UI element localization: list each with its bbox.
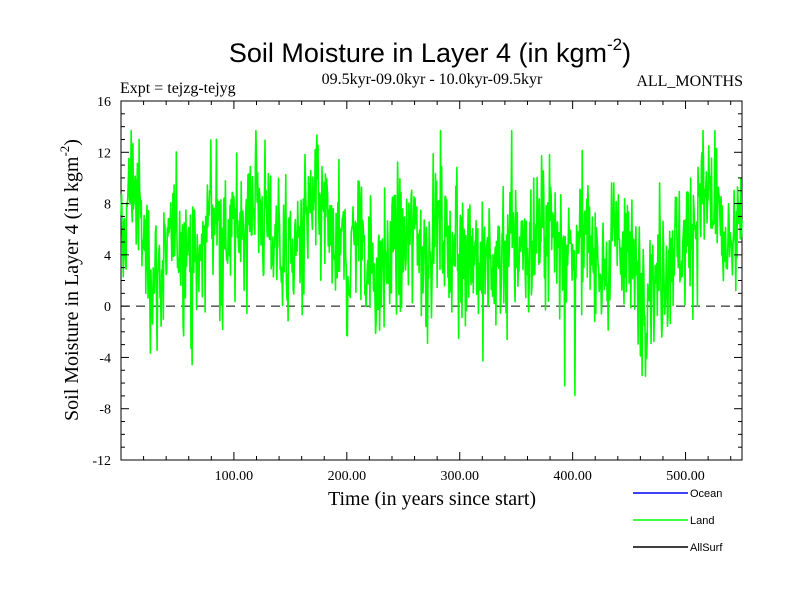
y-tick-label: 16 <box>97 95 111 110</box>
y-tick-label: 4 <box>104 249 111 264</box>
x-tick-label: 100.00 <box>215 469 254 484</box>
y-tick-label: -12 <box>92 454 111 469</box>
x-axis-ticks: 100.00 200.00 300.00 400.00 500.00 <box>143 101 732 484</box>
y-axis-label: Soil Moisture in Layer 4 (in kgm-2) <box>57 139 83 421</box>
subtitle-center: 09.5kyr-09.0kyr - 10.0kyr-09.5kyr <box>322 71 543 88</box>
y-axis-ticks: -12 -8 -4 0 4 8 12 16 <box>92 95 742 469</box>
x-tick-label: 400.00 <box>553 469 592 484</box>
subtitle-left: Expt = tejzg-tejyg <box>120 80 236 97</box>
chart-title-superscript: -2 <box>607 35 622 54</box>
legend-label-ocean: Ocean <box>690 488 722 500</box>
y-tick-label: 0 <box>104 300 111 315</box>
legend: Ocean Land AllSurf <box>633 488 723 554</box>
y-axis-label-text: Soil Moisture in Layer 4 (in kgm <box>61 156 83 421</box>
y-tick-label: 12 <box>97 146 111 161</box>
y-tick-label: -8 <box>99 403 111 418</box>
x-tick-label: 200.00 <box>328 469 367 484</box>
chart-title: Soil Moisture in Layer 4 (in kgm-2) <box>229 35 631 68</box>
chart-title-text: Soil Moisture in Layer 4 (in kgm <box>229 38 607 68</box>
legend-label-land: Land <box>690 515 714 527</box>
x-tick-label: 300.00 <box>440 469 479 484</box>
x-axis-label: Time (in years since start) <box>328 488 536 510</box>
legend-label-allsurf: AllSurf <box>690 542 723 554</box>
y-tick-label: 8 <box>104 198 111 213</box>
y-tick-label: -4 <box>99 351 111 366</box>
y-axis-label-close: ) <box>61 139 83 146</box>
x-tick-label: 500.00 <box>666 469 705 484</box>
chart-title-close: ) <box>622 38 631 68</box>
series-land-line <box>120 129 743 397</box>
subtitle-right: ALL_MONTHS <box>636 73 743 90</box>
y-axis-label-superscript: -2 <box>57 146 72 157</box>
